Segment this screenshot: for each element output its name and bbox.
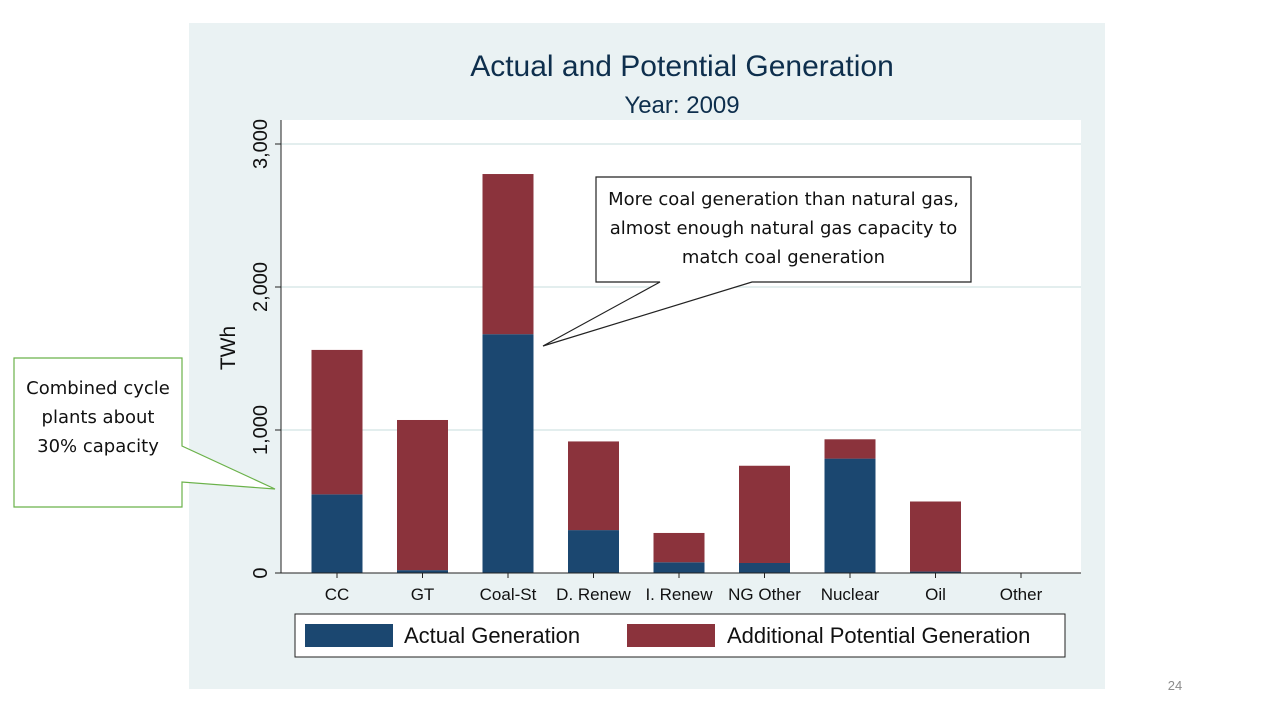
coal-callout-text: More coal generation than natural gas, a… [608,189,959,268]
bar-additional-2 [482,174,534,335]
chart-panel: Actual and Potential Generation Year: 20… [189,23,1105,689]
bar-additional-1 [397,419,448,571]
bar-additional-7 [910,501,961,572]
y-axis-ticks: 0 1,000 2,000 3,000 [250,119,281,579]
bar-actual-4 [653,562,705,573]
bar-additional-6 [824,439,876,459]
bar-additional-5 [739,465,790,563]
y-tick-label: 0 [250,567,272,578]
bars [311,174,961,573]
x-tick-label: NG Other [728,585,801,604]
bar-actual-3 [568,530,619,573]
bar-additional-4 [653,532,705,563]
chart-title: Actual and Potential Generation [470,50,894,83]
y-tick-label: 2,000 [250,262,272,312]
bar-actual-7 [910,571,961,573]
y-axis-label: TWh [217,326,240,370]
x-tick-label: Coal-St [480,585,537,604]
page-number: 24 [1167,678,1183,693]
x-tick-label: Oil [925,585,946,604]
bar-additional-0 [311,349,363,495]
bar-actual-1 [397,570,448,573]
cc-callout-text: Combined cycle plants about 30% capacity [26,378,170,457]
bar-actual-2 [482,334,534,573]
bar-actual-0 [311,494,363,573]
bar-additional-3 [568,441,619,531]
stacked-bar-chart: Actual and Potential Generation Year: 20… [217,50,1081,658]
x-tick-label: Other [1000,585,1043,604]
legend-label-additional: Additional Potential Generation [727,623,1030,648]
legend-label-actual: Actual Generation [404,623,580,648]
legend: Actual Generation Additional Potential G… [294,613,1066,658]
legend-swatch-additional [627,624,715,647]
y-tick-label: 1,000 [250,405,272,455]
y-tick-label: 3,000 [250,119,272,169]
x-tick-label: GT [411,585,435,604]
bar-actual-6 [824,458,876,573]
legend-swatch-actual [305,624,393,647]
x-tick-label: CC [325,585,350,604]
x-tick-label: Nuclear [821,585,880,604]
x-tick-label: D. Renew [556,585,631,604]
bar-actual-5 [739,562,790,573]
x-tick-label: I. Renew [645,585,713,604]
x-axis-ticks: CC GT Coal-St D. Renew I. Renew NG Other Nucle… [325,573,1043,604]
chart-subtitle: Year: 2009 [624,92,739,119]
